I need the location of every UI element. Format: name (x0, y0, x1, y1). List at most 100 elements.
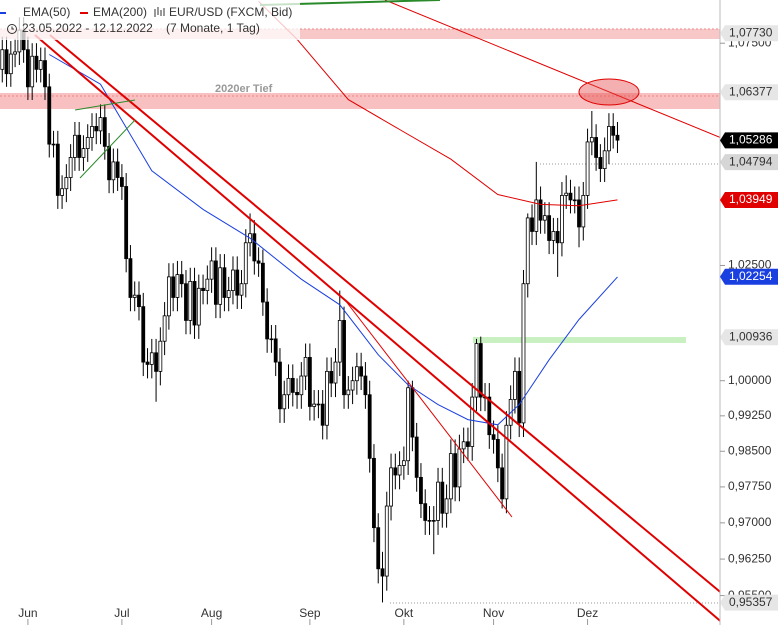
candle-body (162, 315, 167, 342)
candle-body (333, 361, 338, 384)
candle-body (13, 51, 17, 55)
indicator-line (258, 0, 618, 207)
price-label: 0,95357 (729, 595, 773, 609)
candle-body (213, 260, 218, 305)
price-box (720, 268, 778, 285)
candle-body (166, 276, 171, 317)
candle-body (491, 434, 496, 440)
candle-body (252, 233, 257, 262)
candle-body (0, 49, 5, 70)
candle-body (568, 192, 573, 201)
candle-body (68, 157, 73, 178)
candle-body (307, 357, 312, 407)
candle-body (77, 134, 82, 158)
candle-body (269, 338, 274, 341)
candle-body (444, 498, 449, 514)
candle-body (350, 380, 355, 391)
candle-body (461, 441, 466, 450)
resistance-zone (0, 93, 722, 109)
candle-body (43, 60, 47, 88)
price-box (720, 154, 778, 171)
x-tick-label: Sep (299, 606, 321, 620)
candle-body (346, 389, 351, 396)
candle-body (363, 375, 368, 396)
price-box (720, 132, 778, 149)
candle-body (547, 215, 552, 241)
candle-body (410, 387, 415, 438)
candle-body (577, 199, 581, 228)
candle-body (329, 370, 334, 384)
candle-body (372, 457, 376, 529)
candle-body (478, 343, 483, 398)
resistance-zone (0, 29, 722, 39)
candle-body (585, 141, 590, 196)
x-tick-label: Jun (18, 606, 37, 620)
candle-body (453, 453, 458, 488)
candle-body (440, 481, 445, 514)
price-label: 1,03949 (729, 192, 773, 206)
candle-body (534, 199, 539, 232)
candle-body (427, 520, 432, 522)
candle-body (406, 387, 411, 462)
annotation: 2020er Tief (215, 83, 273, 95)
candle-body (495, 439, 500, 469)
highlight-ellipse (578, 78, 640, 106)
header-background (0, 0, 300, 40)
candle-body (401, 460, 406, 466)
candle-body (513, 370, 517, 400)
y-tick-label: 0,97750 (728, 479, 772, 493)
candle-body (611, 126, 616, 136)
candle-body (149, 352, 154, 365)
support-zone (473, 337, 686, 343)
trend-line (344, 299, 513, 518)
price-box (720, 594, 778, 611)
y-tick-label: 0,99250 (728, 408, 772, 422)
candle-body (60, 188, 64, 196)
x-tick-label: Jul (114, 606, 129, 620)
candle-body (419, 476, 423, 505)
candle-body (594, 137, 599, 158)
candle-body (367, 394, 372, 459)
candle-body (525, 217, 530, 285)
candle-body (320, 403, 325, 426)
candle-icon (154, 7, 165, 17)
price-box (720, 84, 778, 101)
price-label: 1,02254 (729, 269, 773, 283)
candle-body (436, 481, 440, 521)
candle-body (615, 134, 620, 141)
candle-body (278, 361, 282, 410)
candle-body (342, 320, 346, 396)
price-box (720, 329, 778, 346)
candle-body (26, 49, 30, 88)
candle-body (81, 148, 86, 158)
candle-body (171, 276, 176, 298)
price-label: 1,06377 (729, 84, 773, 98)
candle-body (184, 283, 188, 321)
candle-body (487, 396, 492, 436)
candle-body (551, 231, 556, 241)
candle-body (102, 117, 107, 147)
candle-body (303, 357, 308, 377)
candle-body (128, 258, 133, 298)
candle-body (470, 396, 475, 447)
candle-body (376, 527, 381, 570)
candle-body (34, 55, 39, 70)
candle-body (30, 55, 35, 88)
clock-icon (11, 26, 14, 30)
candle-body (72, 134, 77, 158)
candle-body (397, 465, 402, 476)
candle-body (530, 217, 534, 232)
legend-label: EMA(50) (23, 5, 70, 19)
candle-body (521, 283, 526, 424)
candle-body (209, 260, 214, 280)
candle-body (295, 391, 299, 396)
indicator-line (49, 54, 618, 426)
price-label: 1,04794 (729, 154, 773, 168)
candle-body (384, 505, 389, 577)
candle-body (90, 126, 94, 138)
pattern-line (74, 99, 136, 111)
candle-body (51, 143, 56, 146)
candle-body (265, 301, 270, 340)
